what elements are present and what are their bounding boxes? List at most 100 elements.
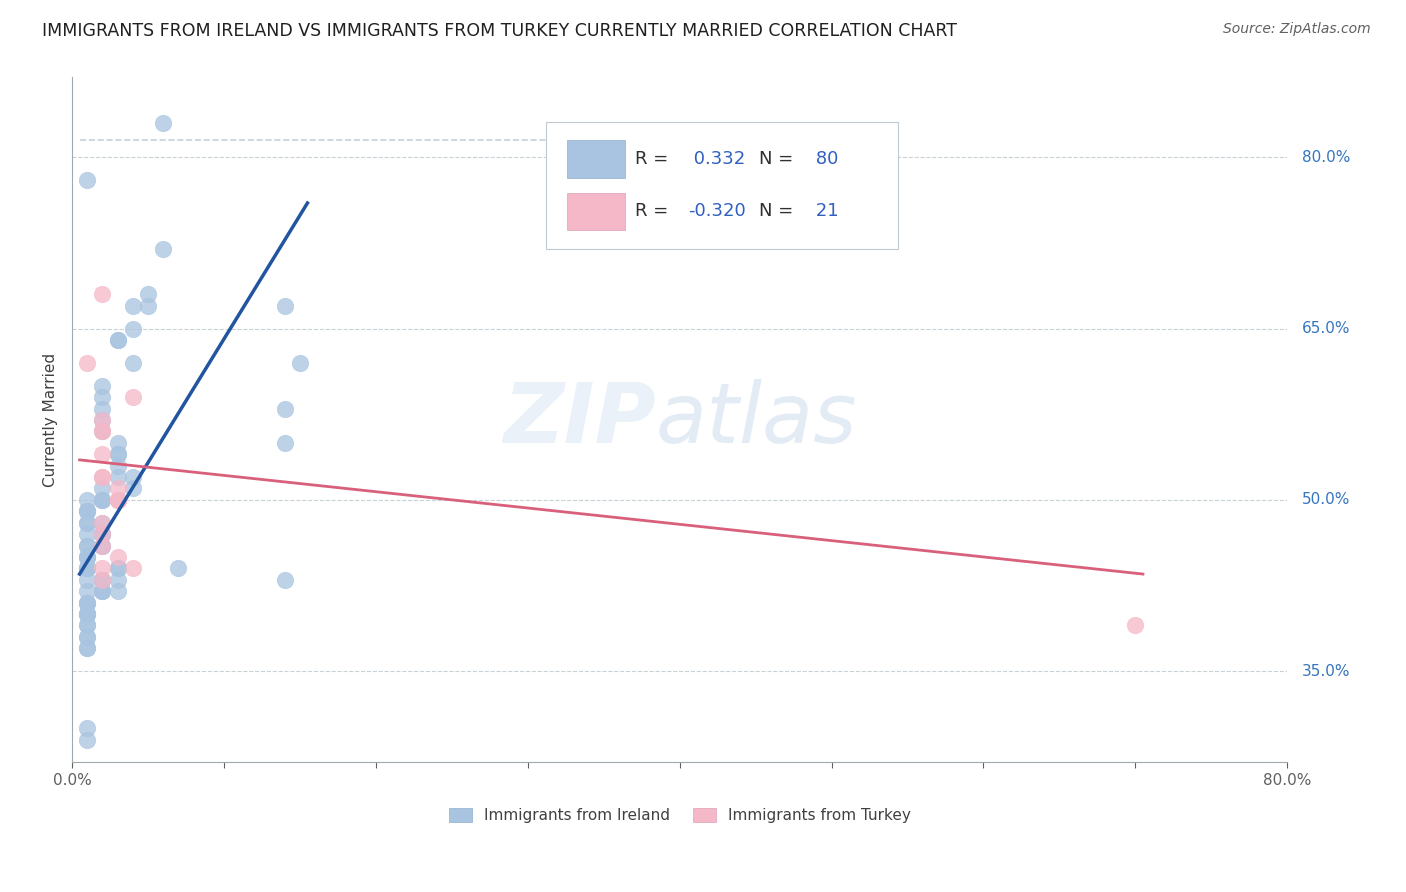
Point xyxy=(76,573,98,587)
Point xyxy=(91,482,114,496)
Point xyxy=(107,549,129,564)
Point xyxy=(91,401,114,416)
Point xyxy=(91,584,114,599)
Point xyxy=(76,596,98,610)
Point xyxy=(91,492,114,507)
Point xyxy=(91,492,114,507)
Bar xyxy=(567,193,624,230)
Point xyxy=(76,630,98,644)
Point xyxy=(76,630,98,644)
Point xyxy=(121,561,143,575)
Legend: Immigrants from Ireland, Immigrants from Turkey: Immigrants from Ireland, Immigrants from… xyxy=(449,808,911,823)
Point xyxy=(273,573,295,587)
Point xyxy=(76,721,98,735)
Point xyxy=(91,425,114,439)
Point xyxy=(91,527,114,541)
Point xyxy=(136,287,159,301)
Point xyxy=(121,321,143,335)
Text: R =: R = xyxy=(634,202,673,220)
Point xyxy=(91,447,114,461)
Point xyxy=(76,607,98,621)
Point xyxy=(91,516,114,530)
Point xyxy=(91,539,114,553)
Point xyxy=(76,549,98,564)
Point xyxy=(76,504,98,518)
Point xyxy=(91,527,114,541)
Point xyxy=(76,584,98,599)
Point xyxy=(273,435,295,450)
Point xyxy=(91,573,114,587)
Text: IMMIGRANTS FROM IRELAND VS IMMIGRANTS FROM TURKEY CURRENTLY MARRIED CORRELATION : IMMIGRANTS FROM IRELAND VS IMMIGRANTS FR… xyxy=(42,22,957,40)
Point xyxy=(76,539,98,553)
Point xyxy=(91,425,114,439)
Point xyxy=(107,492,129,507)
Text: N =: N = xyxy=(759,202,793,220)
Point xyxy=(107,435,129,450)
Point xyxy=(91,561,114,575)
Text: atlas: atlas xyxy=(655,379,856,460)
Text: R =: R = xyxy=(634,150,673,169)
Y-axis label: Currently Married: Currently Married xyxy=(44,353,58,487)
Point xyxy=(76,516,98,530)
Point xyxy=(136,299,159,313)
Point xyxy=(76,561,98,575)
Point xyxy=(121,470,143,484)
Point xyxy=(121,482,143,496)
Point xyxy=(91,470,114,484)
Point xyxy=(121,299,143,313)
Point xyxy=(107,584,129,599)
Point xyxy=(76,596,98,610)
Point xyxy=(76,732,98,747)
Point xyxy=(107,447,129,461)
Text: -0.320: -0.320 xyxy=(688,202,747,220)
Text: 35.0%: 35.0% xyxy=(1302,664,1350,679)
Point xyxy=(76,504,98,518)
Point xyxy=(76,539,98,553)
Point xyxy=(107,333,129,347)
Point xyxy=(91,516,114,530)
Text: N =: N = xyxy=(759,150,793,169)
Text: 0.332: 0.332 xyxy=(688,150,745,169)
Point xyxy=(76,549,98,564)
Point xyxy=(91,287,114,301)
Point xyxy=(91,413,114,427)
Point xyxy=(107,482,129,496)
Point xyxy=(91,573,114,587)
Point xyxy=(76,527,98,541)
Point xyxy=(76,516,98,530)
Point xyxy=(76,596,98,610)
Point xyxy=(76,549,98,564)
Point xyxy=(76,641,98,656)
Point xyxy=(152,116,174,130)
Point xyxy=(288,356,311,370)
Point xyxy=(76,504,98,518)
Text: 80.0%: 80.0% xyxy=(1302,150,1350,165)
Point xyxy=(91,539,114,553)
Point xyxy=(91,527,114,541)
Text: Source: ZipAtlas.com: Source: ZipAtlas.com xyxy=(1223,22,1371,37)
Point xyxy=(107,573,129,587)
Point xyxy=(1123,618,1146,632)
Point xyxy=(91,573,114,587)
Point xyxy=(107,333,129,347)
Point xyxy=(107,492,129,507)
Text: ZIP: ZIP xyxy=(503,379,655,460)
Point xyxy=(273,401,295,416)
Point xyxy=(91,378,114,392)
Point xyxy=(107,561,129,575)
Point xyxy=(76,618,98,632)
Point xyxy=(121,356,143,370)
Point xyxy=(107,458,129,473)
Point xyxy=(91,539,114,553)
Point xyxy=(76,607,98,621)
Point xyxy=(107,470,129,484)
Point xyxy=(107,492,129,507)
Point xyxy=(76,561,98,575)
Point xyxy=(91,413,114,427)
Point xyxy=(76,356,98,370)
Text: 65.0%: 65.0% xyxy=(1302,321,1350,336)
Point xyxy=(91,492,114,507)
FancyBboxPatch shape xyxy=(546,122,898,249)
Point xyxy=(76,492,98,507)
Point xyxy=(121,390,143,404)
